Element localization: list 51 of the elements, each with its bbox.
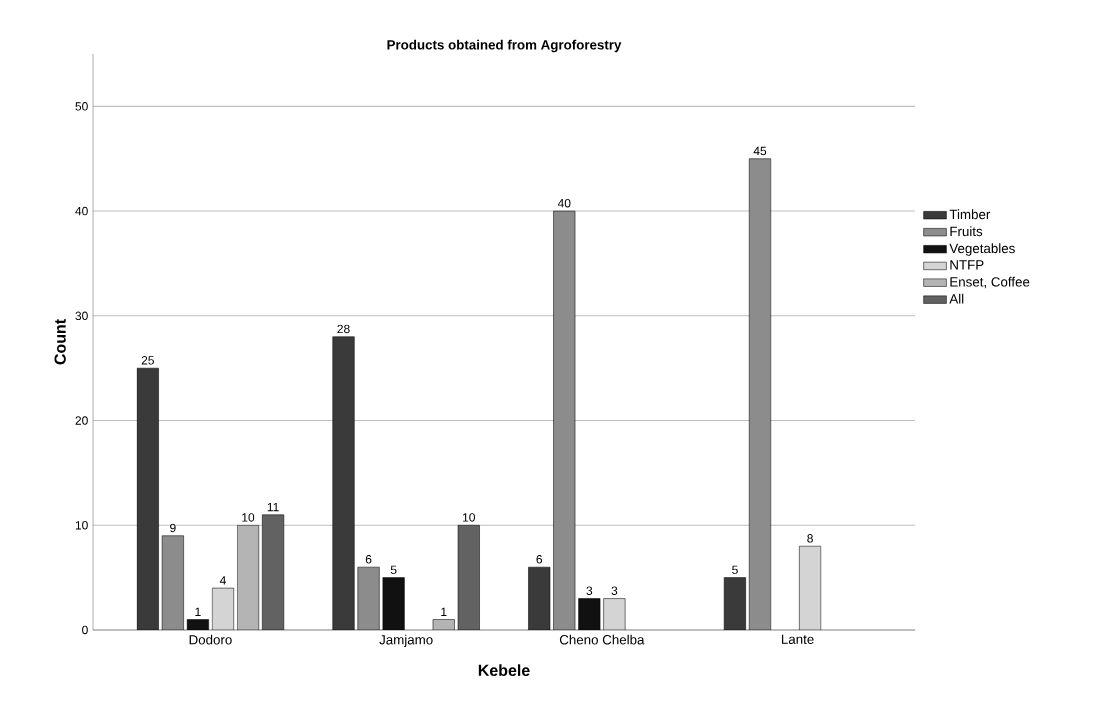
data-label: 6 bbox=[536, 555, 543, 564]
x-tick-label: Dodoro bbox=[189, 634, 232, 645]
data-label: 6 bbox=[365, 555, 372, 564]
bar bbox=[161, 535, 184, 630]
data-label: 1 bbox=[195, 607, 201, 616]
legend-label: Fruits bbox=[950, 226, 983, 237]
data-label: 25 bbox=[141, 356, 154, 365]
chart-title: Products obtained from Agroforestry bbox=[387, 39, 622, 53]
y-tick-label: 50 bbox=[75, 102, 88, 111]
legend-label: Vegetables bbox=[949, 243, 1015, 256]
y-tick-label: 30 bbox=[75, 311, 88, 321]
y-tick-label: 20 bbox=[75, 416, 88, 425]
legend-label: NTFP bbox=[950, 260, 984, 270]
data-label: 40 bbox=[557, 198, 571, 208]
bar bbox=[186, 619, 209, 630]
bar bbox=[357, 566, 380, 630]
y-axis-title: Count bbox=[54, 319, 66, 365]
data-label: 8 bbox=[807, 534, 813, 543]
data-label: 5 bbox=[732, 565, 738, 575]
x-tick-label: Jamjamo bbox=[379, 634, 433, 648]
data-label: 45 bbox=[753, 146, 767, 156]
bar bbox=[553, 210, 576, 630]
bar bbox=[528, 566, 551, 630]
bar bbox=[799, 545, 822, 630]
y-tick-label: 0 bbox=[82, 625, 88, 635]
x-tick-label: Cheno Chelba bbox=[559, 634, 645, 645]
bar bbox=[748, 158, 772, 630]
bar bbox=[578, 598, 601, 630]
data-label: 9 bbox=[170, 523, 176, 533]
legend-label: Timber bbox=[949, 209, 991, 220]
data-label: 10 bbox=[242, 513, 255, 522]
data-label: 28 bbox=[337, 324, 350, 334]
x-axis-title: Kebele bbox=[478, 664, 530, 677]
legend-label: Enset, Coffee bbox=[950, 276, 1030, 289]
bar bbox=[382, 577, 405, 630]
bar bbox=[723, 577, 746, 630]
bar bbox=[136, 367, 159, 630]
y-tick-label: 40 bbox=[75, 206, 88, 216]
data-label: 1 bbox=[441, 607, 447, 616]
x-tick-label: Lante bbox=[781, 634, 814, 644]
data-label: 3 bbox=[586, 586, 593, 595]
bar bbox=[432, 619, 455, 630]
data-label: 5 bbox=[390, 565, 397, 575]
bar bbox=[332, 336, 355, 630]
data-label: 10 bbox=[463, 513, 475, 522]
bar bbox=[603, 598, 626, 630]
data-label: 3 bbox=[611, 586, 618, 595]
data-label: 11 bbox=[267, 502, 279, 512]
y-tick-label: 10 bbox=[75, 521, 88, 530]
data-label: 4 bbox=[219, 576, 226, 585]
legend-label: All bbox=[949, 293, 964, 304]
